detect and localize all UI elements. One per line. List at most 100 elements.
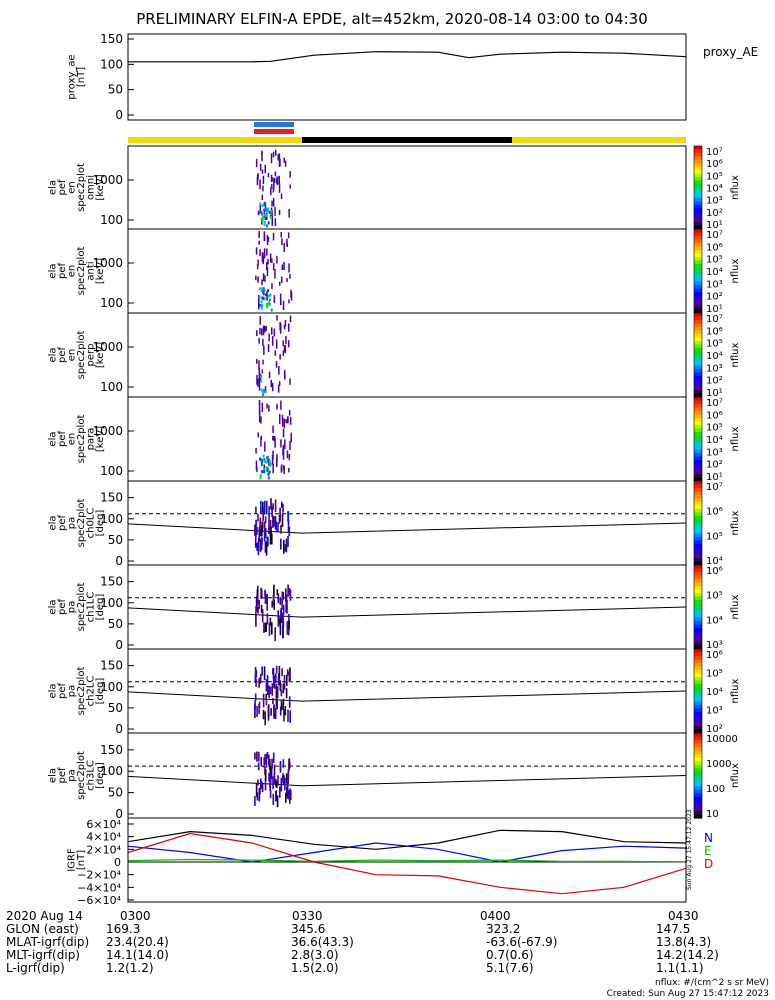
spectrogram-cell bbox=[282, 446, 285, 455]
spectrogram-cell bbox=[254, 537, 257, 548]
spectrogram-cell bbox=[268, 371, 271, 379]
spectrogram-cell bbox=[257, 432, 259, 438]
spectrogram-cell bbox=[274, 436, 276, 442]
spectrogram-cell bbox=[267, 472, 270, 476]
colorbar-segment bbox=[694, 610, 702, 615]
colorbar-frame bbox=[693, 732, 703, 819]
y-axis-label: [keV] bbox=[95, 342, 106, 368]
colorbar-tick-label: 10⁴ bbox=[706, 267, 723, 278]
colorbar-segment bbox=[694, 260, 702, 265]
y-axis-label: pef bbox=[57, 599, 68, 616]
spectrogram-cell bbox=[279, 618, 282, 629]
spectrogram-cell bbox=[282, 428, 285, 438]
spectrogram-cell bbox=[272, 776, 274, 790]
spectrogram-cell bbox=[286, 450, 289, 459]
colorbar-segment bbox=[694, 659, 702, 664]
spectrogram-cell bbox=[276, 795, 279, 808]
spectrogram-cell bbox=[288, 790, 291, 798]
footer-row-value: 345.6 bbox=[291, 922, 326, 936]
plot-title: PRELIMINARY ELFIN-A EPDE, alt=452km, 202… bbox=[136, 10, 648, 28]
footer-row-label: L-igrf(dip) bbox=[6, 961, 65, 975]
spectrogram-cell bbox=[264, 769, 267, 781]
spectrogram-cell bbox=[260, 416, 262, 424]
legend-label: E bbox=[704, 844, 712, 858]
colorbar-segment bbox=[694, 607, 702, 612]
spectrogram-cell bbox=[287, 772, 289, 784]
spectrogram-cell bbox=[255, 506, 257, 514]
footer-row-value: 13.8(4.3) bbox=[656, 935, 712, 949]
y-axis-label: spec2plot bbox=[76, 751, 87, 800]
colorbar-segment bbox=[694, 358, 702, 363]
colorbar-segment bbox=[694, 170, 702, 175]
spectrogram-cell bbox=[282, 340, 284, 347]
colorbar-segment bbox=[694, 264, 702, 269]
y-axis-label: en bbox=[66, 433, 77, 446]
y-tick-label: 50 bbox=[108, 533, 123, 547]
y-axis-label: ela bbox=[47, 768, 58, 783]
colorbar-label: nflux bbox=[730, 175, 741, 200]
time-tick-label: 0430 bbox=[668, 909, 699, 923]
colorbar-segment bbox=[694, 197, 702, 202]
spectrogram-cell bbox=[278, 158, 281, 167]
spectrogram-cell bbox=[288, 323, 290, 332]
spectrogram-cell bbox=[288, 263, 290, 273]
spectrogram-cell bbox=[258, 377, 261, 384]
spectrogram-cell bbox=[268, 517, 270, 532]
spectrogram-cell bbox=[254, 703, 256, 714]
footer-row-value: 147.5 bbox=[656, 922, 691, 936]
colorbar-segment bbox=[694, 456, 702, 461]
spectrogram-cell bbox=[266, 235, 269, 241]
spectrogram-cell bbox=[273, 179, 275, 189]
spectrogram-cell bbox=[263, 220, 266, 224]
spectrogram-cell bbox=[289, 378, 291, 385]
colorbar-segment bbox=[694, 512, 702, 517]
colorbar-segment bbox=[694, 383, 702, 388]
colorbar-segment bbox=[694, 323, 702, 328]
y-tick-label: 150 bbox=[100, 491, 123, 505]
spectrogram-cell bbox=[270, 153, 273, 164]
spectrogram-cell bbox=[266, 262, 268, 271]
spectrogram-cell bbox=[262, 273, 265, 282]
spectrogram-cell bbox=[255, 460, 258, 471]
spectrogram-cell bbox=[272, 503, 274, 510]
science-zone-bar bbox=[254, 122, 294, 127]
colorbar-segment bbox=[694, 645, 702, 650]
colorbar-tick-label: 10⁷ bbox=[706, 482, 723, 493]
y-axis-label: pef bbox=[57, 683, 68, 700]
spectrogram-cell bbox=[258, 400, 261, 406]
colorbar-segment bbox=[694, 163, 702, 168]
colorbar-segment bbox=[694, 425, 702, 430]
spectrogram-cell bbox=[290, 432, 292, 443]
spectrogram-cell bbox=[260, 300, 263, 304]
y-axis-label: ela bbox=[47, 515, 58, 530]
loss-cone-line bbox=[301, 606, 687, 618]
spectrogram-cell bbox=[262, 296, 264, 300]
y-axis-label: [keV] bbox=[95, 258, 106, 284]
spectrogram-cell bbox=[273, 764, 276, 775]
spectrogram-cell bbox=[260, 289, 263, 292]
spectrogram-cell bbox=[287, 535, 289, 548]
spectrogram-cell bbox=[289, 273, 291, 279]
spectrogram-cell bbox=[260, 218, 263, 221]
colorbar-tick-label: 10⁶ bbox=[706, 326, 723, 337]
spectrogram-cell bbox=[262, 693, 265, 708]
spectrogram-cell bbox=[267, 705, 270, 715]
colorbar-tick-label: 10⁷ bbox=[706, 147, 723, 158]
spectrogram-cell bbox=[286, 782, 289, 790]
panel-frame bbox=[127, 648, 687, 734]
colorbar-segment bbox=[694, 509, 702, 514]
colorbar-segment bbox=[694, 516, 702, 521]
spectrogram-cell bbox=[257, 259, 259, 266]
spectrogram-cell bbox=[282, 702, 284, 710]
colorbar-segment bbox=[694, 614, 702, 619]
spectrogram-cell bbox=[255, 606, 257, 613]
spectrogram-cell bbox=[273, 295, 276, 304]
colorbar-tick-label: 10⁶ bbox=[706, 650, 723, 661]
spectrogram-cell bbox=[263, 297, 266, 300]
y-tick-label: 100 bbox=[100, 296, 123, 310]
spectrogram-cell bbox=[281, 591, 284, 605]
spectrogram-cell bbox=[258, 381, 261, 391]
spectrogram-cell bbox=[260, 306, 263, 310]
spectrogram-cell bbox=[275, 149, 277, 156]
spectrogram-cell bbox=[268, 754, 270, 765]
